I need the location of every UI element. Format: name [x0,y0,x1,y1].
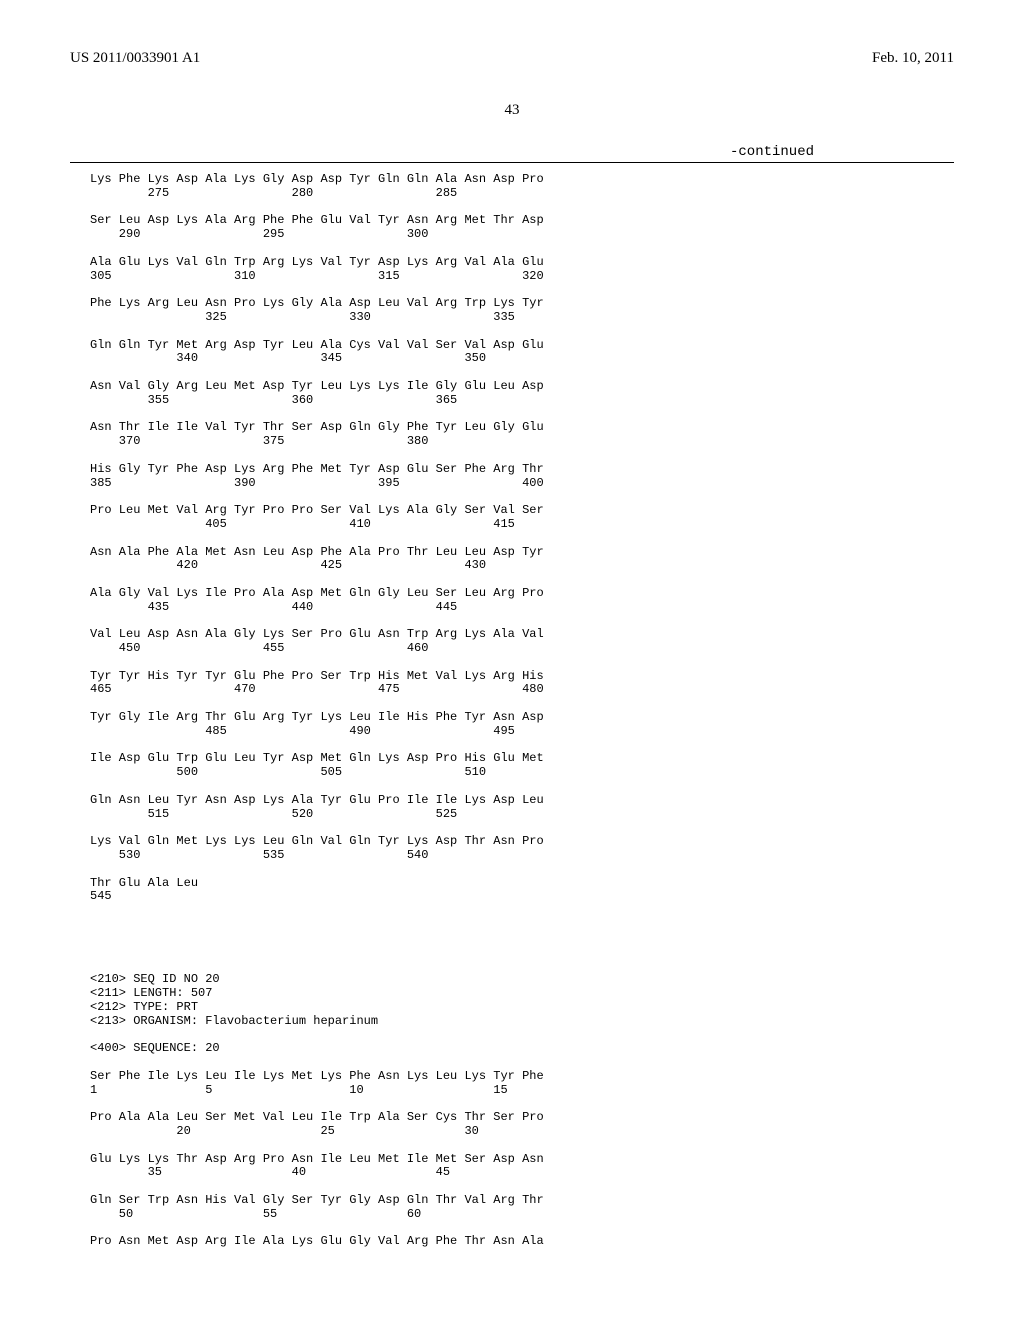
seq-row: Asn Thr Ile Ile Val Tyr Thr Ser Asp Gln … [90,420,544,434]
seq-row: Pro Asn Met Asp Arg Ile Ala Lys Glu Gly … [90,1234,544,1248]
seq-organism-line: <213> ORGANISM: Flavobacterium heparinum [90,1014,378,1028]
page-number: 43 [70,102,954,119]
seq-row-nums: 355 360 365 [90,393,457,407]
seq-row: His Gly Tyr Phe Asp Lys Arg Phe Met Tyr … [90,462,544,476]
seq-row: Pro Ala Ala Leu Ser Met Val Leu Ile Trp … [90,1110,544,1124]
seq-row: Glu Lys Lys Thr Asp Arg Pro Asn Ile Leu … [90,1152,544,1166]
seq-row-nums: 20 25 30 [90,1124,479,1138]
seq-row: Tyr Gly Ile Arg Thr Glu Arg Tyr Lys Leu … [90,710,544,724]
seq-row-nums: 325 330 335 [90,310,515,324]
seq-row: Gln Gln Tyr Met Arg Asp Tyr Leu Ala Cys … [90,338,544,352]
seq-row-nums: 50 55 60 [90,1207,421,1221]
seq-row: Lys Val Gln Met Lys Lys Leu Gln Val Gln … [90,834,544,848]
seq-row-nums: 500 505 510 [90,765,486,779]
seq-row: Tyr Tyr His Tyr Tyr Glu Phe Pro Ser Trp … [90,669,544,683]
page-container: US 2011/0033901 A1 Feb. 10, 2011 43 -con… [0,0,1024,1320]
seq-row-nums: 545 [90,889,112,903]
seq-row-nums: 305 310 315 320 [90,269,544,283]
seq-row: Ser Phe Ile Lys Leu Ile Lys Met Lys Phe … [90,1069,544,1083]
seq-row: Thr Glu Ala Leu [90,876,198,890]
seq-row: Gln Ser Trp Asn His Val Gly Ser Tyr Gly … [90,1193,544,1207]
seq-row: Ile Asp Glu Trp Glu Leu Tyr Asp Met Gln … [90,751,544,765]
seq-row-nums: 515 520 525 [90,807,457,821]
horizontal-rule-top [70,162,954,163]
seq-row-nums: 1 5 10 15 [90,1083,508,1097]
seq-id-line: <210> SEQ ID NO 20 [90,972,220,986]
seq-row-nums: 485 490 495 [90,724,515,738]
seq-row-nums: 370 375 380 [90,434,428,448]
seq-row: Ala Glu Lys Val Gln Trp Arg Lys Val Tyr … [90,255,544,269]
continued-label: -continued [70,144,954,160]
seq-sequence-line: <400> SEQUENCE: 20 [90,1041,220,1055]
seq-length-line: <211> LENGTH: 507 [90,986,212,1000]
publication-number: US 2011/0033901 A1 [70,50,200,67]
seq-row: Gln Asn Leu Tyr Asn Asp Lys Ala Tyr Glu … [90,793,544,807]
seq-row: Phe Lys Arg Leu Asn Pro Lys Gly Ala Asp … [90,296,544,310]
publication-date: Feb. 10, 2011 [872,50,954,67]
seq-row: Ser Leu Asp Lys Ala Arg Phe Phe Glu Val … [90,213,544,227]
seq-row-nums: 465 470 475 480 [90,682,544,696]
seq-row-nums: 450 455 460 [90,641,428,655]
seq-row: Asn Val Gly Arg Leu Met Asp Tyr Leu Lys … [90,379,544,393]
seq-row: Asn Ala Phe Ala Met Asn Leu Asp Phe Ala … [90,545,544,559]
seq-row-nums: 340 345 350 [90,351,486,365]
seq-row: Pro Leu Met Val Arg Tyr Pro Pro Ser Val … [90,503,544,517]
seq-row-nums: 435 440 445 [90,600,457,614]
seq-row-nums: 290 295 300 [90,227,428,241]
seq-row: Val Leu Asp Asn Ala Gly Lys Ser Pro Glu … [90,627,544,641]
seq-type-line: <212> TYPE: PRT [90,1000,198,1014]
seq-row-nums: 530 535 540 [90,848,428,862]
seq-row-nums: 35 40 45 [90,1165,450,1179]
seq-row: Lys Phe Lys Asp Ala Lys Gly Asp Asp Tyr … [90,172,544,186]
seq-row: Ala Gly Val Lys Ile Pro Ala Asp Met Gln … [90,586,544,600]
seq-row-nums: 275 280 285 [90,186,457,200]
seq-row-nums: 405 410 415 [90,517,515,531]
seq-row-nums: 420 425 430 [90,558,486,572]
sequence-listing: Lys Phe Lys Asp Ala Lys Gly Asp Asp Tyr … [90,173,954,1249]
seq-row-nums: 385 390 395 400 [90,476,544,490]
page-header: US 2011/0033901 A1 Feb. 10, 2011 [70,50,954,67]
